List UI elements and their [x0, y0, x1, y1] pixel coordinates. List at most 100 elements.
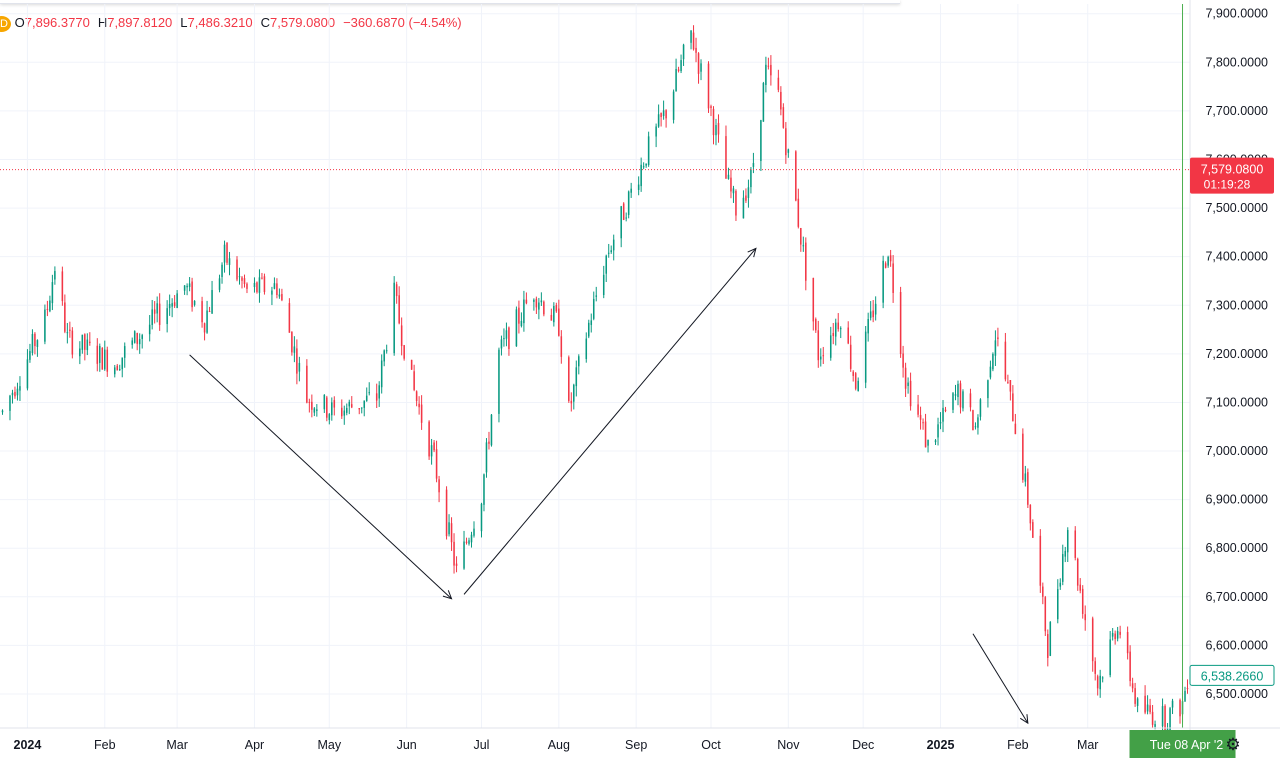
price-axis-label: 7,200.0000	[1205, 347, 1268, 361]
price-axis-label: 7,000.0000	[1205, 444, 1268, 458]
candle-body	[1, 410, 4, 413]
candle-body	[742, 197, 745, 219]
candle-body	[328, 414, 331, 420]
candle-body	[672, 91, 675, 120]
candle-body	[375, 393, 378, 401]
candle-body	[296, 348, 298, 374]
candle-body	[727, 174, 730, 179]
price-axis-label: 7,900.0000	[1205, 7, 1268, 21]
candle-body	[450, 523, 453, 543]
trend-arrow-line	[189, 354, 452, 600]
candle-body	[979, 399, 982, 417]
candle-body	[331, 402, 333, 416]
candle-body	[468, 540, 470, 544]
candle-body	[952, 393, 954, 410]
candle-body	[795, 151, 797, 201]
candle-body	[54, 271, 56, 280]
candle-body	[869, 311, 872, 318]
candle-body	[1119, 631, 1121, 635]
candle-body	[258, 277, 261, 293]
candle-body	[1029, 504, 1032, 524]
candle-body	[1171, 700, 1174, 708]
candle-body	[867, 318, 869, 334]
candle-body	[243, 278, 246, 284]
candle-body	[882, 260, 884, 303]
candle-body	[1179, 699, 1181, 717]
time-axis-label: Mar	[166, 738, 188, 752]
candle-body	[1039, 535, 1042, 586]
candle-body	[829, 335, 832, 358]
settings-gear-icon[interactable]: ⚙	[1225, 735, 1241, 754]
candle-body	[959, 383, 962, 408]
candle-body	[380, 360, 383, 388]
candle-body	[1101, 677, 1104, 679]
candle-body	[298, 362, 301, 372]
candle-body	[942, 407, 944, 422]
candle-body	[256, 282, 258, 293]
candle-body	[837, 322, 840, 330]
candle-body	[887, 256, 889, 266]
candle-body	[14, 391, 16, 397]
candle-body	[326, 397, 328, 418]
candle-body	[158, 303, 161, 325]
trend-arrow-line	[972, 633, 1029, 724]
candle-body	[61, 271, 64, 302]
candle-body	[46, 308, 49, 310]
candle-body	[602, 274, 605, 296]
candle-body	[211, 290, 213, 314]
candle-body	[348, 401, 351, 407]
candle-body	[89, 341, 91, 343]
candle-body	[413, 371, 415, 390]
candle-body	[535, 298, 538, 308]
candle-body	[141, 335, 143, 339]
candle-body	[800, 228, 802, 245]
open-label: O	[14, 15, 25, 30]
candle-body	[558, 308, 560, 336]
candle-body	[136, 333, 138, 344]
current-price-value: 7,579.0800	[1201, 163, 1264, 177]
candle-body	[238, 276, 241, 278]
candle-body	[473, 528, 475, 536]
candle-body	[732, 188, 735, 194]
candle-body	[630, 188, 632, 193]
time-axis-label: Mar	[1077, 738, 1099, 752]
candle-body	[987, 380, 989, 399]
candle-body	[188, 283, 191, 288]
top-toolbar-edge	[0, 0, 900, 4]
candle-body	[957, 383, 959, 398]
candle-body	[378, 385, 380, 399]
candle-body	[780, 91, 782, 110]
candle-body	[523, 299, 525, 324]
candle-body	[924, 421, 927, 448]
candle-body	[393, 282, 395, 354]
candle-body	[263, 276, 266, 293]
candle-body	[288, 303, 291, 333]
candle-body	[645, 163, 647, 166]
trend-arrow-line	[463, 248, 757, 595]
candle-body	[31, 334, 34, 354]
candle-body	[767, 65, 770, 67]
candle-body	[445, 489, 448, 537]
candle-body	[690, 30, 692, 43]
candle-body	[360, 407, 363, 409]
candle-body	[51, 282, 54, 304]
low-value: 7,486.3210	[187, 15, 253, 30]
candle-body	[1114, 633, 1116, 640]
candle-body	[770, 64, 772, 76]
interval-badge[interactable]: D	[0, 15, 11, 32]
candle-body	[822, 355, 825, 357]
candle-body	[490, 414, 493, 446]
candle-body	[710, 106, 712, 109]
candle-body	[291, 332, 293, 353]
candle-body	[221, 264, 223, 278]
candle-body	[785, 128, 787, 156]
candle-body	[642, 166, 645, 168]
candle-body	[812, 277, 815, 322]
candle-body	[627, 191, 630, 215]
candle-body	[500, 339, 503, 349]
candle-body	[1116, 630, 1119, 639]
candle-body	[1014, 423, 1017, 435]
candle-body	[34, 333, 36, 347]
time-axis-label: Oct	[701, 738, 721, 752]
